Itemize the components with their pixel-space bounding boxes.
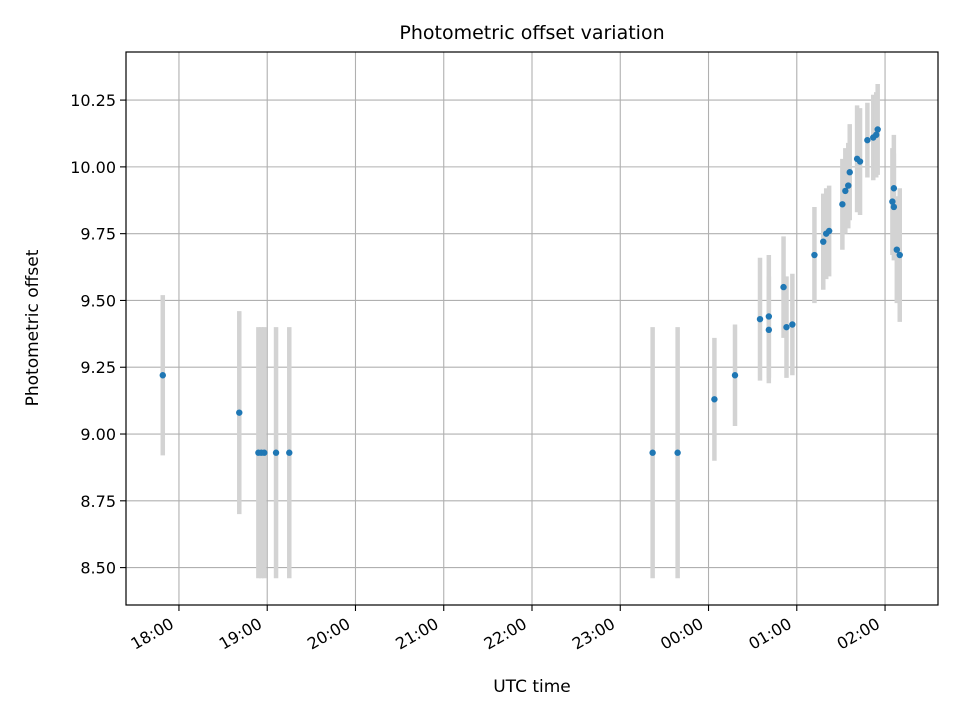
x-tick-label: 20:00	[304, 614, 353, 654]
x-tick-label: 00:00	[657, 614, 706, 654]
y-axis-ticks: 8.50 8.75 9.00 9.25 9.50 9.75 10.00 10.25	[70, 91, 126, 578]
x-tick-label: 18:00	[128, 614, 177, 654]
y-tick-label: 8.75	[80, 492, 116, 511]
y-tick-label: 10.25	[70, 91, 116, 110]
data-point	[789, 321, 796, 328]
error-bars	[160, 84, 903, 579]
data-point	[674, 449, 681, 456]
data-point	[286, 449, 293, 456]
y-tick-label: 9.50	[80, 291, 116, 310]
data-point	[756, 315, 764, 323]
data-point	[765, 313, 773, 320]
x-axis-ticks: 18:00 19:00 20:00 21:00 22:00 23:00 00:00 01:00…	[128, 605, 886, 654]
data-point	[845, 182, 852, 189]
data-point	[649, 449, 656, 456]
x-tick-label: 19:00	[216, 614, 265, 654]
data-point	[890, 203, 898, 211]
data-point	[811, 251, 818, 259]
data-point	[783, 323, 790, 331]
chart-title: Photometric offset variation	[399, 22, 664, 44]
data-point	[731, 372, 739, 379]
data-point	[842, 187, 849, 195]
data-point	[261, 449, 268, 456]
x-axis-label: UTC time	[493, 677, 571, 697]
data-point	[236, 409, 243, 416]
x-tick-label: 01:00	[745, 614, 794, 654]
y-tick-label: 8.50	[80, 559, 116, 578]
data-point	[159, 372, 166, 379]
data-point	[889, 198, 896, 205]
y-axis-label: Photometric offset	[23, 249, 43, 406]
y-tick-label: 9.00	[80, 425, 116, 444]
data-point	[890, 185, 898, 192]
data-point	[711, 396, 718, 403]
data-point	[893, 246, 901, 253]
data-point	[765, 326, 773, 334]
data-point	[825, 227, 833, 235]
y-tick-label: 9.25	[80, 358, 116, 377]
data-point	[820, 238, 827, 245]
data-point	[896, 251, 903, 259]
data-point	[839, 201, 846, 208]
data-point	[780, 283, 787, 291]
data-point	[864, 136, 871, 144]
y-tick-label: 9.75	[80, 225, 116, 244]
x-tick-label: 22:00	[481, 614, 530, 654]
data-point	[873, 131, 880, 139]
x-tick-label: 21:00	[392, 614, 441, 654]
grid	[126, 52, 938, 605]
data-point	[846, 169, 853, 176]
data-point	[856, 158, 864, 165]
data-point	[874, 126, 881, 133]
x-tick-label: 23:00	[569, 614, 618, 654]
y-tick-label: 10.00	[70, 158, 116, 177]
data-point	[272, 449, 280, 456]
data-points	[159, 126, 903, 456]
x-tick-label: 02:00	[834, 614, 883, 654]
